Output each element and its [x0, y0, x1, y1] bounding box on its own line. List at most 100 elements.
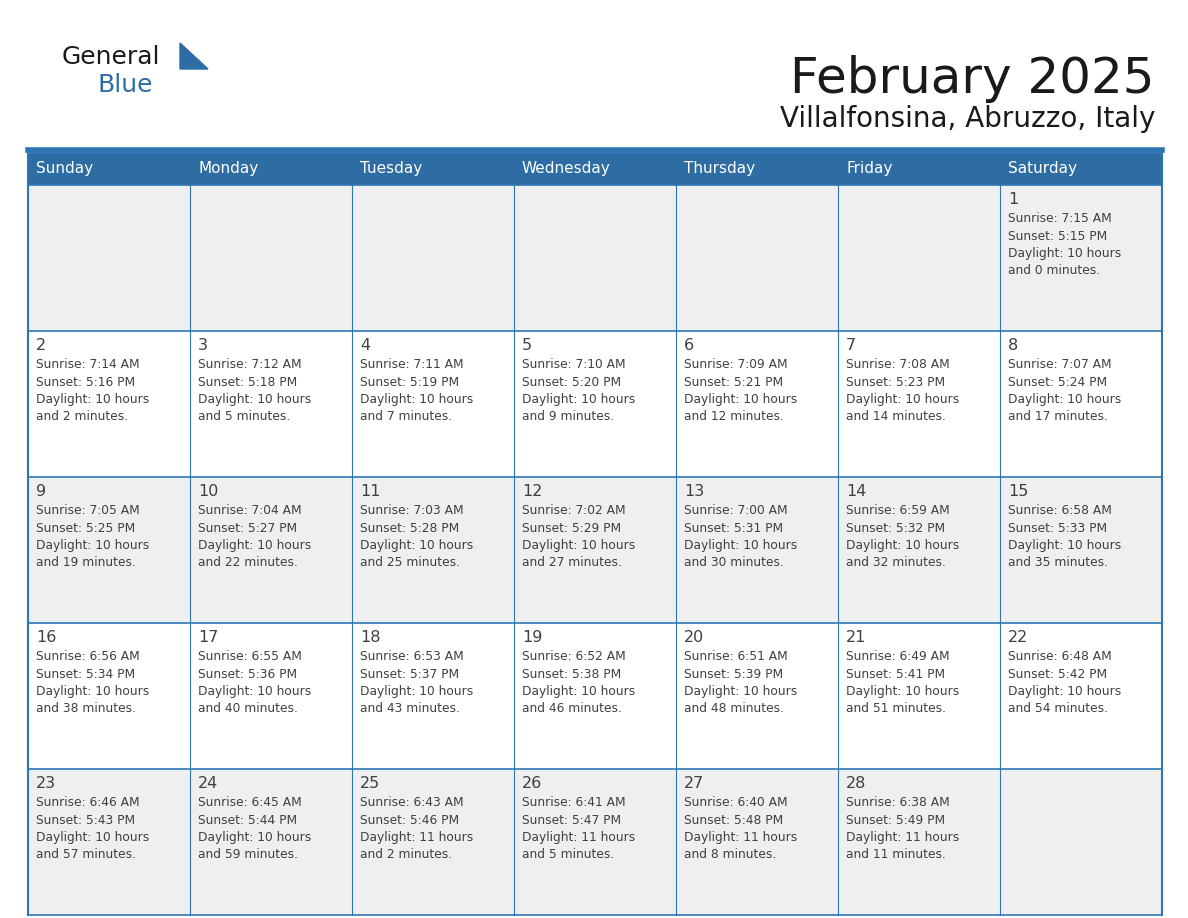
Text: Sunset: 5:37 PM: Sunset: 5:37 PM — [360, 667, 459, 680]
Text: Sunrise: 7:12 AM: Sunrise: 7:12 AM — [198, 358, 302, 371]
Text: Daylight: 10 hours: Daylight: 10 hours — [1007, 393, 1121, 406]
Text: and 0 minutes.: and 0 minutes. — [1007, 264, 1100, 277]
Text: and 2 minutes.: and 2 minutes. — [36, 410, 128, 423]
Text: Sunrise: 7:07 AM: Sunrise: 7:07 AM — [1007, 358, 1112, 371]
Bar — [514, 623, 676, 769]
Text: Sunrise: 6:58 AM: Sunrise: 6:58 AM — [1007, 504, 1112, 517]
Text: Daylight: 10 hours: Daylight: 10 hours — [198, 393, 311, 406]
Text: Sunset: 5:48 PM: Sunset: 5:48 PM — [684, 813, 783, 826]
Text: Sunrise: 7:00 AM: Sunrise: 7:00 AM — [684, 504, 788, 517]
Text: Sunrise: 7:15 AM: Sunrise: 7:15 AM — [1007, 212, 1112, 225]
Text: Daylight: 10 hours: Daylight: 10 hours — [36, 685, 150, 698]
Bar — [838, 769, 1000, 915]
Text: and 14 minutes.: and 14 minutes. — [846, 410, 946, 423]
Text: 9: 9 — [36, 484, 46, 499]
Text: Daylight: 10 hours: Daylight: 10 hours — [684, 539, 797, 552]
Text: Sunrise: 7:03 AM: Sunrise: 7:03 AM — [360, 504, 463, 517]
Text: Saturday: Saturday — [1007, 162, 1078, 176]
Text: 13: 13 — [684, 484, 704, 499]
Text: Sunrise: 6:55 AM: Sunrise: 6:55 AM — [198, 650, 302, 663]
Text: and 27 minutes.: and 27 minutes. — [522, 556, 621, 569]
Bar — [676, 477, 838, 623]
Bar — [1000, 185, 1162, 331]
Text: Sunrise: 6:53 AM: Sunrise: 6:53 AM — [360, 650, 463, 663]
Text: Sunset: 5:41 PM: Sunset: 5:41 PM — [846, 667, 946, 680]
Bar — [190, 153, 352, 185]
Text: and 57 minutes.: and 57 minutes. — [36, 848, 135, 861]
Polygon shape — [181, 43, 208, 69]
Text: Sunset: 5:38 PM: Sunset: 5:38 PM — [522, 667, 621, 680]
Bar — [514, 185, 676, 331]
Text: 18: 18 — [360, 630, 380, 645]
Bar — [676, 185, 838, 331]
Text: 15: 15 — [1007, 484, 1029, 499]
Text: Sunset: 5:33 PM: Sunset: 5:33 PM — [1007, 521, 1107, 534]
Text: 2: 2 — [36, 338, 46, 353]
Text: Sunrise: 6:48 AM: Sunrise: 6:48 AM — [1007, 650, 1112, 663]
Text: Sunrise: 6:38 AM: Sunrise: 6:38 AM — [846, 796, 949, 809]
Bar — [838, 623, 1000, 769]
Text: Sunset: 5:25 PM: Sunset: 5:25 PM — [36, 521, 135, 534]
Text: and 59 minutes.: and 59 minutes. — [198, 848, 298, 861]
Text: Sunset: 5:42 PM: Sunset: 5:42 PM — [1007, 667, 1107, 680]
Text: Daylight: 10 hours: Daylight: 10 hours — [684, 393, 797, 406]
Text: Sunrise: 6:45 AM: Sunrise: 6:45 AM — [198, 796, 302, 809]
Text: 10: 10 — [198, 484, 219, 499]
Text: Daylight: 10 hours: Daylight: 10 hours — [360, 539, 473, 552]
Text: Sunset: 5:43 PM: Sunset: 5:43 PM — [36, 813, 135, 826]
Text: 19: 19 — [522, 630, 543, 645]
Text: and 9 minutes.: and 9 minutes. — [522, 410, 614, 423]
Bar — [29, 185, 190, 331]
Bar — [514, 331, 676, 477]
Text: Daylight: 11 hours: Daylight: 11 hours — [846, 831, 959, 844]
Text: 7: 7 — [846, 338, 857, 353]
Text: Sunrise: 7:04 AM: Sunrise: 7:04 AM — [198, 504, 302, 517]
Text: 14: 14 — [846, 484, 866, 499]
Bar — [190, 623, 352, 769]
Text: 22: 22 — [1007, 630, 1029, 645]
Bar — [838, 185, 1000, 331]
Text: and 7 minutes.: and 7 minutes. — [360, 410, 453, 423]
Text: Sunset: 5:20 PM: Sunset: 5:20 PM — [522, 375, 621, 388]
Text: 1: 1 — [1007, 192, 1018, 207]
Text: 6: 6 — [684, 338, 694, 353]
Text: and 8 minutes.: and 8 minutes. — [684, 848, 776, 861]
Text: and 46 minutes.: and 46 minutes. — [522, 702, 621, 715]
Text: Daylight: 10 hours: Daylight: 10 hours — [36, 831, 150, 844]
Bar — [514, 153, 676, 185]
Text: Daylight: 10 hours: Daylight: 10 hours — [198, 539, 311, 552]
Bar — [352, 623, 514, 769]
Text: Sunrise: 6:59 AM: Sunrise: 6:59 AM — [846, 504, 949, 517]
Text: Daylight: 11 hours: Daylight: 11 hours — [684, 831, 797, 844]
Text: and 43 minutes.: and 43 minutes. — [360, 702, 460, 715]
Text: Sunrise: 6:56 AM: Sunrise: 6:56 AM — [36, 650, 140, 663]
Bar — [352, 477, 514, 623]
Text: Sunrise: 6:52 AM: Sunrise: 6:52 AM — [522, 650, 626, 663]
Text: Daylight: 10 hours: Daylight: 10 hours — [522, 539, 636, 552]
Text: Sunset: 5:32 PM: Sunset: 5:32 PM — [846, 521, 946, 534]
Text: Sunrise: 6:40 AM: Sunrise: 6:40 AM — [684, 796, 788, 809]
Text: Daylight: 10 hours: Daylight: 10 hours — [846, 685, 959, 698]
Text: Sunset: 5:31 PM: Sunset: 5:31 PM — [684, 521, 783, 534]
Text: 4: 4 — [360, 338, 371, 353]
Text: Daylight: 11 hours: Daylight: 11 hours — [360, 831, 473, 844]
Text: Sunrise: 7:08 AM: Sunrise: 7:08 AM — [846, 358, 949, 371]
Text: Sunset: 5:39 PM: Sunset: 5:39 PM — [684, 667, 783, 680]
Text: Sunset: 5:29 PM: Sunset: 5:29 PM — [522, 521, 621, 534]
Text: 27: 27 — [684, 776, 704, 791]
Text: and 11 minutes.: and 11 minutes. — [846, 848, 946, 861]
Bar — [29, 769, 190, 915]
Text: and 54 minutes.: and 54 minutes. — [1007, 702, 1108, 715]
Text: and 32 minutes.: and 32 minutes. — [846, 556, 946, 569]
Text: Wednesday: Wednesday — [522, 162, 611, 176]
Text: Sunday: Sunday — [36, 162, 93, 176]
Text: 16: 16 — [36, 630, 56, 645]
Text: and 51 minutes.: and 51 minutes. — [846, 702, 946, 715]
Text: Sunset: 5:34 PM: Sunset: 5:34 PM — [36, 667, 135, 680]
Text: Monday: Monday — [198, 162, 258, 176]
Text: February 2025: February 2025 — [790, 55, 1155, 103]
Text: Sunrise: 7:14 AM: Sunrise: 7:14 AM — [36, 358, 140, 371]
Text: Daylight: 10 hours: Daylight: 10 hours — [846, 539, 959, 552]
Text: Sunset: 5:23 PM: Sunset: 5:23 PM — [846, 375, 946, 388]
Text: Sunset: 5:24 PM: Sunset: 5:24 PM — [1007, 375, 1107, 388]
